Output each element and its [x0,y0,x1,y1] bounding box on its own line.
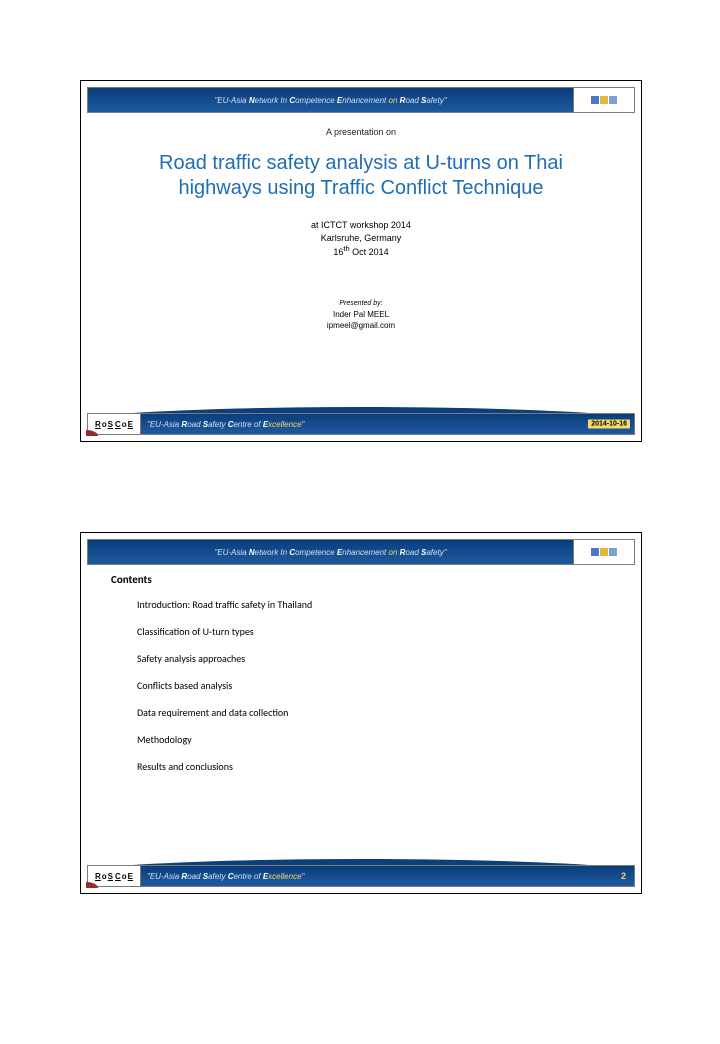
header-bar: "EU-Asia Network In Competence Enhanceme… [87,87,635,113]
footer-curve [81,851,641,865]
header-bar-text: "EU-Asia Network In Competence Enhanceme… [87,87,574,113]
presenter-name: Inder Pal MEEL [91,309,631,320]
roscoe-logo: RoSCoE [87,865,141,887]
pretitle: A presentation on [91,127,631,137]
slide-2: "EU-Asia Network In Competence Enhanceme… [80,532,642,894]
header-mini-logo [591,96,617,104]
footer-bar: RoSCoE "EU-Asia Road Safety Centre of Ex… [87,865,635,887]
slide2-content: Contents Introduction: Road traffic safe… [111,573,621,853]
contents-heading: Contents [111,573,621,586]
presenter-email: ipmeel@gmail.com [91,320,631,331]
header-bar: "EU-Asia Network In Competence Enhanceme… [87,539,635,565]
venue-line3: 16th Oct 2014 [91,244,631,259]
footer-curve [81,399,641,413]
contents-item: Conflicts based analysis [137,679,621,692]
presenter-block: Presented by: Inder Pal MEEL ipmeel@gmai… [91,299,631,331]
slide-1: "EU-Asia Network In Competence Enhanceme… [80,80,642,442]
contents-item: Introduction: Road traffic safety in Tha… [137,598,621,611]
date-chip: 2014-10-16 [588,420,630,429]
header-mini-logo [591,548,617,556]
contents-item: Results and conclusions [137,760,621,773]
venue-block: at ICTCT workshop 2014 Karlsruhe, German… [91,219,631,259]
header-logo-box [574,539,635,565]
contents-item: Safety analysis approaches [137,652,621,665]
venue-line2: Karlsruhe, Germany [91,232,631,245]
page-number: 2 [621,871,626,881]
footer-bar-text: "EU-Asia Road Safety Centre of Excellenc… [141,413,635,435]
venue-line1: at ICTCT workshop 2014 [91,219,631,232]
header-logo-box [574,87,635,113]
footer-bar: RoSCoE "EU-Asia Road Safety Centre of Ex… [87,413,635,435]
roscoe-logo: RoSCoE [87,413,141,435]
header-bar-text: "EU-Asia Network In Competence Enhanceme… [87,539,574,565]
contents-item: Classification of U-turn types [137,625,621,638]
contents-item: Methodology [137,733,621,746]
footer-bar-text: "EU-Asia Road Safety Centre of Excellenc… [141,865,635,887]
main-title: Road traffic safety analysis at U-turns … [131,151,591,201]
slide1-content: A presentation on Road traffic safety an… [91,117,631,407]
presented-by-label: Presented by: [91,299,631,309]
contents-item: Data requirement and data collection [137,706,621,719]
